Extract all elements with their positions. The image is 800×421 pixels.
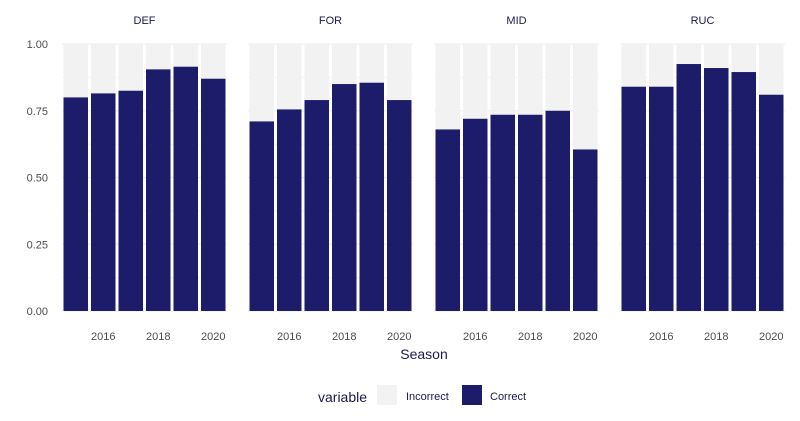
x-tick-label: 2020 xyxy=(759,331,783,343)
bar-incorrect-for-2016 xyxy=(277,44,302,110)
bar-correct-ruc-2019 xyxy=(731,72,756,311)
bar-incorrect-def-2018 xyxy=(146,44,171,70)
bar-incorrect-ruc-2019 xyxy=(731,44,756,73)
bar-correct-mid-2017 xyxy=(490,114,515,311)
bar-incorrect-def-2017 xyxy=(118,44,143,91)
x-tick-label: 2016 xyxy=(91,331,115,343)
panel-for: FOR 2016 2018 2020 xyxy=(248,15,413,343)
bar-incorrect-for-2020 xyxy=(387,44,412,101)
bar-incorrect-ruc-2016 xyxy=(649,44,674,87)
bar-correct-for-2016 xyxy=(277,109,302,311)
bar-incorrect-mid-2020 xyxy=(573,44,598,150)
bar-incorrect-for-2017 xyxy=(304,44,329,101)
bar-correct-mid-2016 xyxy=(463,118,488,311)
facet-label: MID xyxy=(506,15,526,27)
bar-correct-ruc-2020 xyxy=(759,94,784,311)
x-axis-title: Season xyxy=(400,346,447,362)
bar-correct-def-2017 xyxy=(118,90,143,311)
bar-incorrect-def-2019 xyxy=(173,44,198,67)
bar-correct-def-2015 xyxy=(63,97,88,312)
bar-incorrect-def-2020 xyxy=(201,44,226,79)
bar-correct-for-2020 xyxy=(387,100,412,311)
legend-label-correct: Correct xyxy=(490,391,526,403)
y-tick-label: 0.50 xyxy=(27,173,48,185)
x-tick-label: 2020 xyxy=(201,331,225,343)
x-tick-label: 2018 xyxy=(518,331,542,343)
bar-correct-def-2016 xyxy=(91,93,116,312)
bar-incorrect-for-2018 xyxy=(332,44,357,85)
bar-correct-for-2017 xyxy=(304,100,329,311)
panel-def: DEF 2016 2018 2020 xyxy=(62,15,227,343)
bar-correct-ruc-2015 xyxy=(621,86,646,311)
y-tick-label: 0.00 xyxy=(27,306,48,318)
x-tick-label: 2020 xyxy=(573,331,597,343)
facet-label: FOR xyxy=(319,15,342,27)
facet-label: RUC xyxy=(691,15,715,27)
bar-incorrect-def-2016 xyxy=(91,44,116,94)
bar-correct-mid-2018 xyxy=(518,114,543,311)
bar-incorrect-mid-2017 xyxy=(490,44,515,115)
bar-correct-mid-2020 xyxy=(573,149,598,311)
bar-correct-def-2019 xyxy=(173,66,198,311)
bar-incorrect-ruc-2020 xyxy=(759,44,784,95)
legend-title: variable xyxy=(318,389,367,405)
y-tick-label: 1.00 xyxy=(27,39,48,51)
y-axis: 0.00 0.25 0.50 0.75 1.00 xyxy=(27,39,48,318)
bar-incorrect-ruc-2015 xyxy=(621,44,646,87)
bar-correct-mid-2015 xyxy=(435,129,460,311)
bar-incorrect-ruc-2018 xyxy=(704,44,729,69)
bar-correct-def-2020 xyxy=(201,78,226,312)
bar-correct-ruc-2016 xyxy=(649,86,674,311)
panel-mid: MID 2016 2018 2020 xyxy=(434,15,599,343)
legend-key-correct xyxy=(462,385,482,405)
legend-key-incorrect xyxy=(377,385,397,405)
bar-correct-for-2015 xyxy=(249,121,274,312)
bar-correct-def-2018 xyxy=(146,69,171,312)
y-tick-label: 0.25 xyxy=(27,239,48,251)
bar-correct-ruc-2018 xyxy=(704,68,729,311)
bar-correct-for-2018 xyxy=(332,84,357,311)
bar-incorrect-mid-2015 xyxy=(435,44,460,130)
bar-incorrect-for-2019 xyxy=(359,44,384,83)
panels-layer: DEF 2016 2018 2020 FOR 2016 2018 2020 MID 2016 201… xyxy=(62,15,785,343)
y-tick-label: 0.75 xyxy=(27,106,48,118)
bar-correct-for-2019 xyxy=(359,82,384,311)
legend: variable Incorrect Correct xyxy=(318,385,526,405)
bar-correct-mid-2019 xyxy=(545,110,570,311)
x-tick-label: 2018 xyxy=(332,331,356,343)
bar-incorrect-def-2015 xyxy=(63,44,88,98)
x-tick-label: 2018 xyxy=(146,331,170,343)
bar-incorrect-for-2015 xyxy=(249,44,274,122)
bar-incorrect-mid-2019 xyxy=(545,44,570,111)
x-tick-label: 2016 xyxy=(277,331,301,343)
x-tick-label: 2016 xyxy=(463,331,487,343)
x-tick-label: 2016 xyxy=(649,331,673,343)
bar-incorrect-mid-2018 xyxy=(518,44,543,115)
bar-incorrect-mid-2016 xyxy=(463,44,488,119)
x-tick-label: 2020 xyxy=(387,331,411,343)
legend-label-incorrect: Incorrect xyxy=(406,391,449,403)
facet-label: DEF xyxy=(134,15,156,27)
bar-incorrect-ruc-2017 xyxy=(676,44,701,65)
x-tick-label: 2018 xyxy=(704,331,728,343)
panel-ruc: RUC 2016 2018 2020 xyxy=(620,15,785,343)
bar-correct-ruc-2017 xyxy=(676,64,701,312)
